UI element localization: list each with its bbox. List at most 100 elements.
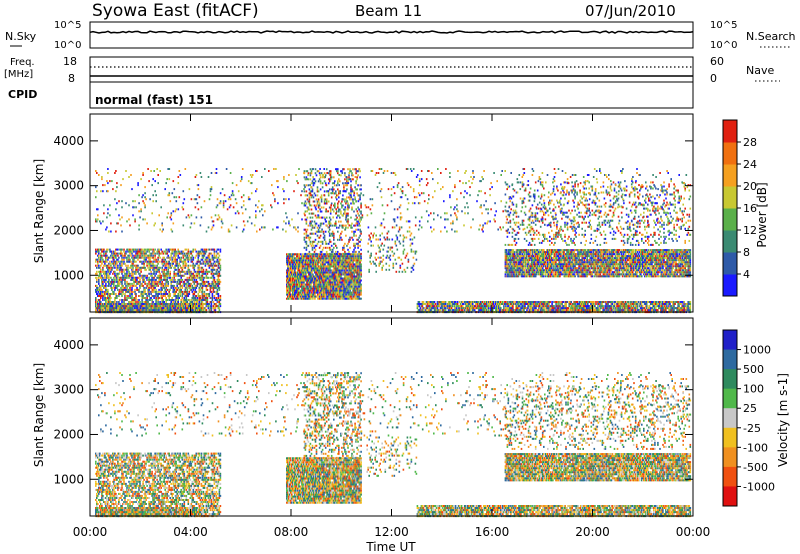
range-gate-cell [205,270,208,273]
range-gate-cell [324,295,326,298]
range-gate-cell [163,262,165,265]
range-gate-cell [337,283,339,286]
range-gate-cell [316,242,319,245]
range-gate-cell [100,301,102,303]
range-gate-cell [198,276,201,279]
range-gate-cell [119,270,121,273]
range-gate-cell [360,291,362,294]
range-gate-cell [314,238,317,241]
range-gate-cell [288,275,290,278]
range-gate-cell [131,301,133,303]
range-gate-cell [154,254,156,257]
range-gate-cell [112,262,114,265]
range-gate-cell [326,293,328,296]
range-gate-cell [325,281,327,284]
range-gate-cell [292,297,294,300]
range-gate-cell [112,307,114,310]
range-gate-cell [197,295,200,297]
range-gate-cell [121,282,123,285]
range-gate-cell [370,240,372,243]
range-gate-cell [101,288,103,291]
range-gate-cell [309,178,312,181]
range-gate-cell [187,280,190,283]
range-gate-cell [123,299,125,301]
range-gate-cell [102,276,104,279]
range-gate-cell [144,274,146,277]
range-gate-cell [187,295,190,297]
range-gate-cell [147,254,149,257]
range-gate-cell [335,295,337,298]
range-gate-cell [303,277,305,280]
range-gate-cell [162,278,164,281]
range-gate-cell [125,309,127,312]
range-gate-cell [120,264,122,267]
range-gate-cell [131,276,133,279]
range-gate-cell [95,297,97,299]
range-gate-cell [106,274,108,277]
range-gate-cell [357,271,359,274]
range-gate-cell [109,272,111,275]
range-gate-cell [199,260,202,263]
range-gate-cell [111,286,113,289]
range-gate-cell [213,303,216,305]
range-gate-cell [288,257,290,260]
range-gate-cell [294,259,296,262]
range-gate-cell [347,252,349,255]
range-gate-cell [343,168,345,171]
range-gate-cell [325,257,327,260]
range-gate-cell [132,258,134,261]
range-gate-cell [186,307,189,310]
range-gate-cell [103,295,105,297]
range-gate-cell [185,256,188,259]
range-gate-cell [333,269,335,272]
range-gate-cell [156,305,159,308]
range-gate-cell [194,307,196,310]
range-gate-cell [194,309,196,312]
range-gate-cell [178,288,180,291]
range-gate-cell [193,278,196,281]
range-gate-cell [188,272,191,275]
range-gate-cell [353,289,355,292]
range-gate-cell [385,256,388,259]
range-gate-cell [375,258,377,261]
range-gate-cell [337,297,339,300]
range-gate-cell [114,301,116,303]
range-gate-cell [139,248,141,251]
range-gate-cell [355,257,357,260]
range-gate-cell [357,275,359,278]
range-gate-cell [333,259,335,262]
range-gate-cell [335,192,337,195]
range-gate-cell [108,282,110,285]
range-gate-cell [175,286,177,289]
range-gate-cell [210,268,213,271]
range-gate-cell [217,278,220,281]
range-gate-cell [333,295,335,298]
range-gate-cell [296,285,298,288]
range-gate-cell [149,258,151,261]
range-gate-cell [207,284,210,287]
range-gate-cell [157,297,159,299]
range-gate-cell [129,258,131,261]
range-gate-cell [159,301,161,303]
range-gate-cell [200,262,203,265]
range-gate-cell [370,252,372,255]
range-gate-cell [305,279,307,282]
range-gate-cell [340,174,342,177]
range-gate-cell [184,272,187,275]
range-gate-cell [308,271,310,274]
range-gate-cell [308,250,311,253]
range-gate-cell [358,265,360,268]
range-gate-cell [182,299,185,301]
range-gate-cell [150,290,152,293]
range-gate-cell [140,303,143,305]
range-gate-cell [306,170,309,173]
range-gate-cell [206,297,209,299]
range-gate-cell [180,288,182,291]
range-gate-cell [334,204,336,207]
range-gate-cell [101,248,103,251]
range-gate-cell [328,246,331,249]
range-gate-cell [219,274,222,277]
range-gate-cell [207,248,210,251]
range-gate-cell [167,266,169,269]
range-gate-cell [343,267,345,270]
